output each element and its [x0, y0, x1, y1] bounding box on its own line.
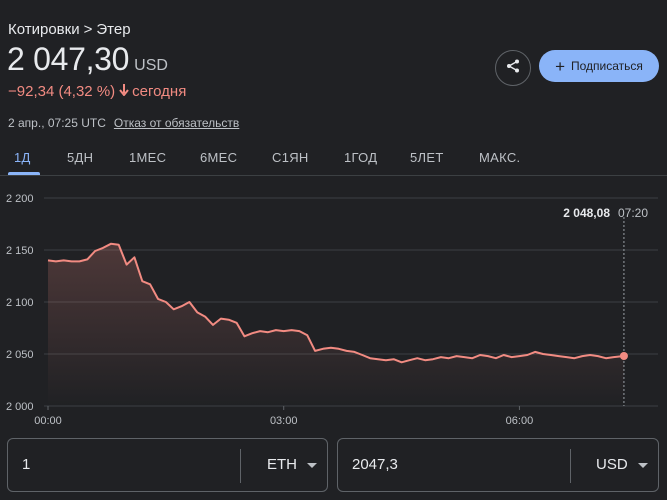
hover-value: 2 048,08 — [563, 206, 610, 220]
x-tick-label: 06:00 — [506, 415, 534, 427]
converter-divider — [570, 449, 571, 483]
converter-to: USD — [337, 438, 659, 492]
price-currency: USD — [134, 57, 168, 74]
change-period: сегодня — [132, 83, 187, 100]
breadcrumb-separator: > — [83, 21, 93, 38]
follow-label: Подписаться — [571, 59, 643, 73]
share-button[interactable] — [495, 50, 531, 86]
tab-max[interactable]: МАКС. — [479, 150, 521, 165]
to-amount-input[interactable] — [352, 456, 532, 473]
y-tick-label: 2 050 — [6, 349, 34, 361]
price-line — [47, 242, 625, 364]
follow-button[interactable]: + Подписаться — [539, 50, 659, 82]
price-area-fill — [48, 243, 624, 406]
y-tick-label: 2 150 — [6, 245, 34, 257]
to-currency-label: USD — [596, 456, 628, 473]
hover-point — [619, 351, 628, 360]
tab-ytd[interactable]: С1ЯН — [272, 150, 309, 165]
change-amount: −92,34 (4,32 %) — [8, 83, 116, 100]
time-range-tabs: 1Д 5ДН 1МЕС 6МЕС С1ЯН 1ГОД 5ЛЕТ МАКС. — [0, 146, 667, 176]
from-currency-select[interactable]: ETH — [267, 456, 317, 473]
price-value: 2 047,30 — [7, 41, 130, 77]
plus-icon: + — [555, 56, 566, 76]
tab-1y[interactable]: 1ГОД — [344, 150, 378, 165]
quote-meta: 2 апр., 07:25 UTC Отказ от обязательств — [8, 116, 239, 130]
price-change: −92,34 (4,32 %) сегодня — [8, 83, 186, 100]
tab-5y[interactable]: 5ЛЕТ — [410, 150, 444, 165]
x-tick-label: 03:00 — [270, 415, 298, 427]
tab-6m[interactable]: 6МЕС — [200, 150, 238, 165]
tab-1m[interactable]: 1МЕС — [129, 150, 167, 165]
hover-time: 07:20 — [618, 206, 648, 220]
breadcrumb-parent-link[interactable]: Котировки — [8, 21, 80, 38]
breadcrumb: Котировки > Этер — [8, 21, 131, 38]
share-icon — [506, 59, 520, 78]
from-amount-input[interactable] — [22, 456, 202, 473]
x-tick-label: 00:00 — [34, 415, 62, 427]
disclaimer-link[interactable]: Отказ от обязательств — [113, 116, 240, 130]
dropdown-caret-icon — [307, 462, 317, 468]
converter-divider — [240, 449, 241, 483]
y-tick-label: 2 000 — [6, 401, 34, 413]
dropdown-caret-icon — [637, 462, 648, 468]
y-tick-label: 2 100 — [6, 297, 34, 309]
from-currency-label: ETH — [267, 456, 297, 473]
converter-from: ETH — [7, 438, 328, 492]
to-currency-select[interactable]: USD — [596, 456, 648, 473]
active-tab-indicator — [8, 172, 40, 175]
breadcrumb-current: Этер — [96, 21, 131, 38]
quote-timestamp: 2 апр., 07:25 UTC — [8, 116, 106, 130]
price-display: 2 047,30 USD — [7, 41, 168, 78]
arrow-down-icon — [119, 83, 129, 100]
tab-5d[interactable]: 5ДН — [67, 150, 94, 165]
tab-1d[interactable]: 1Д — [14, 150, 31, 165]
y-tick-label: 2 200 — [6, 193, 34, 205]
